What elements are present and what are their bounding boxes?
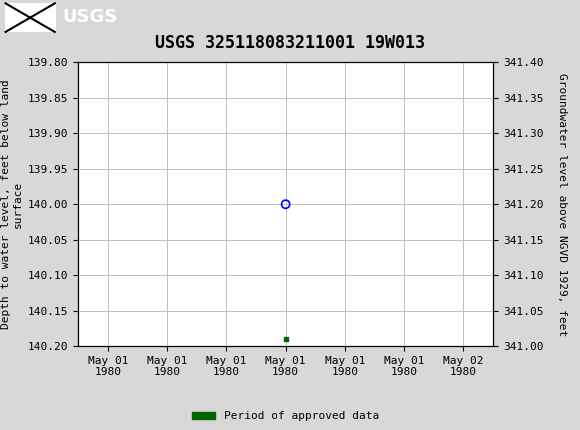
Y-axis label: Groundwater level above NGVD 1929, feet: Groundwater level above NGVD 1929, feet — [557, 73, 567, 336]
Y-axis label: Depth to water level, feet below land
surface: Depth to water level, feet below land su… — [1, 80, 23, 329]
Legend: Period of approved data: Period of approved data — [188, 407, 383, 426]
Text: USGS: USGS — [63, 8, 118, 26]
Point — [281, 336, 290, 343]
Text: USGS 325118083211001 19W013: USGS 325118083211001 19W013 — [155, 34, 425, 52]
Point — [281, 201, 290, 208]
Bar — [5, 3, 56, 32]
